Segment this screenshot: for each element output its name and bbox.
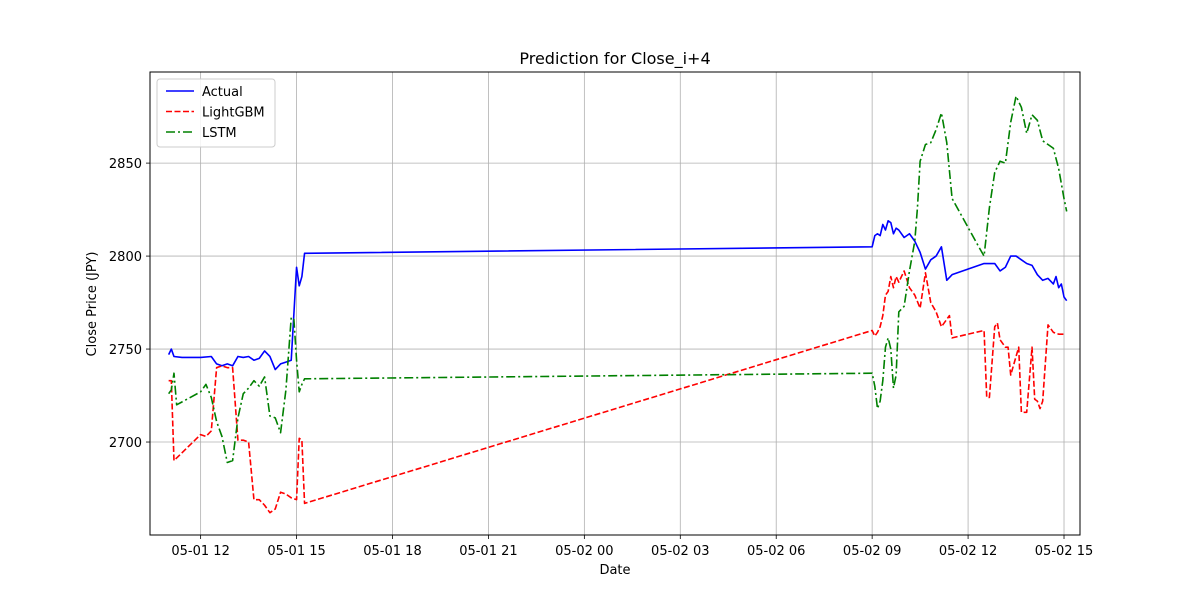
x-tick-label: 05-01 18 [363,544,421,559]
y-tick-label: 2750 [109,343,142,358]
grid-lines [150,72,1080,535]
x-tick-label: 05-02 03 [651,544,709,559]
plot-area-frame [149,71,1081,536]
series-line-lstm [168,95,1068,464]
x-tick-label: 05-02 15 [1035,544,1093,559]
series-lines [167,95,1068,514]
y-tick-label: 2800 [109,250,142,265]
legend-label-lightgbm: LightGBM [202,106,265,121]
series-line-actual [167,219,1068,371]
series-line-lightgbm [168,270,1065,514]
x-tick-label: 05-02 06 [747,544,805,559]
y-axis-title: Close Price (JPY) [85,252,100,357]
x-axis-title: Date [599,563,630,578]
legend: Actual LightGBM LSTM [156,78,276,148]
axis-ticks: 05-01 12 05-01 15 05-01 18 05-01 21 05-02 00… [109,157,1093,559]
y-tick-label: 2850 [109,157,142,172]
x-tick-label: 05-01 21 [459,544,517,559]
legend-box [156,78,276,148]
legend-label-actual: Actual [202,85,243,100]
x-tick-label: 05-01 15 [267,544,325,559]
legend-label-lstm: LSTM [202,126,237,141]
x-tick-label: 05-01 12 [171,544,229,559]
x-tick-label: 05-02 12 [939,544,997,559]
y-tick-label: 2700 [109,436,142,451]
chart-title: Prediction for Close_i+4 [519,49,710,69]
x-tick-label: 05-02 09 [843,544,901,559]
x-tick-label: 05-02 00 [555,544,613,559]
